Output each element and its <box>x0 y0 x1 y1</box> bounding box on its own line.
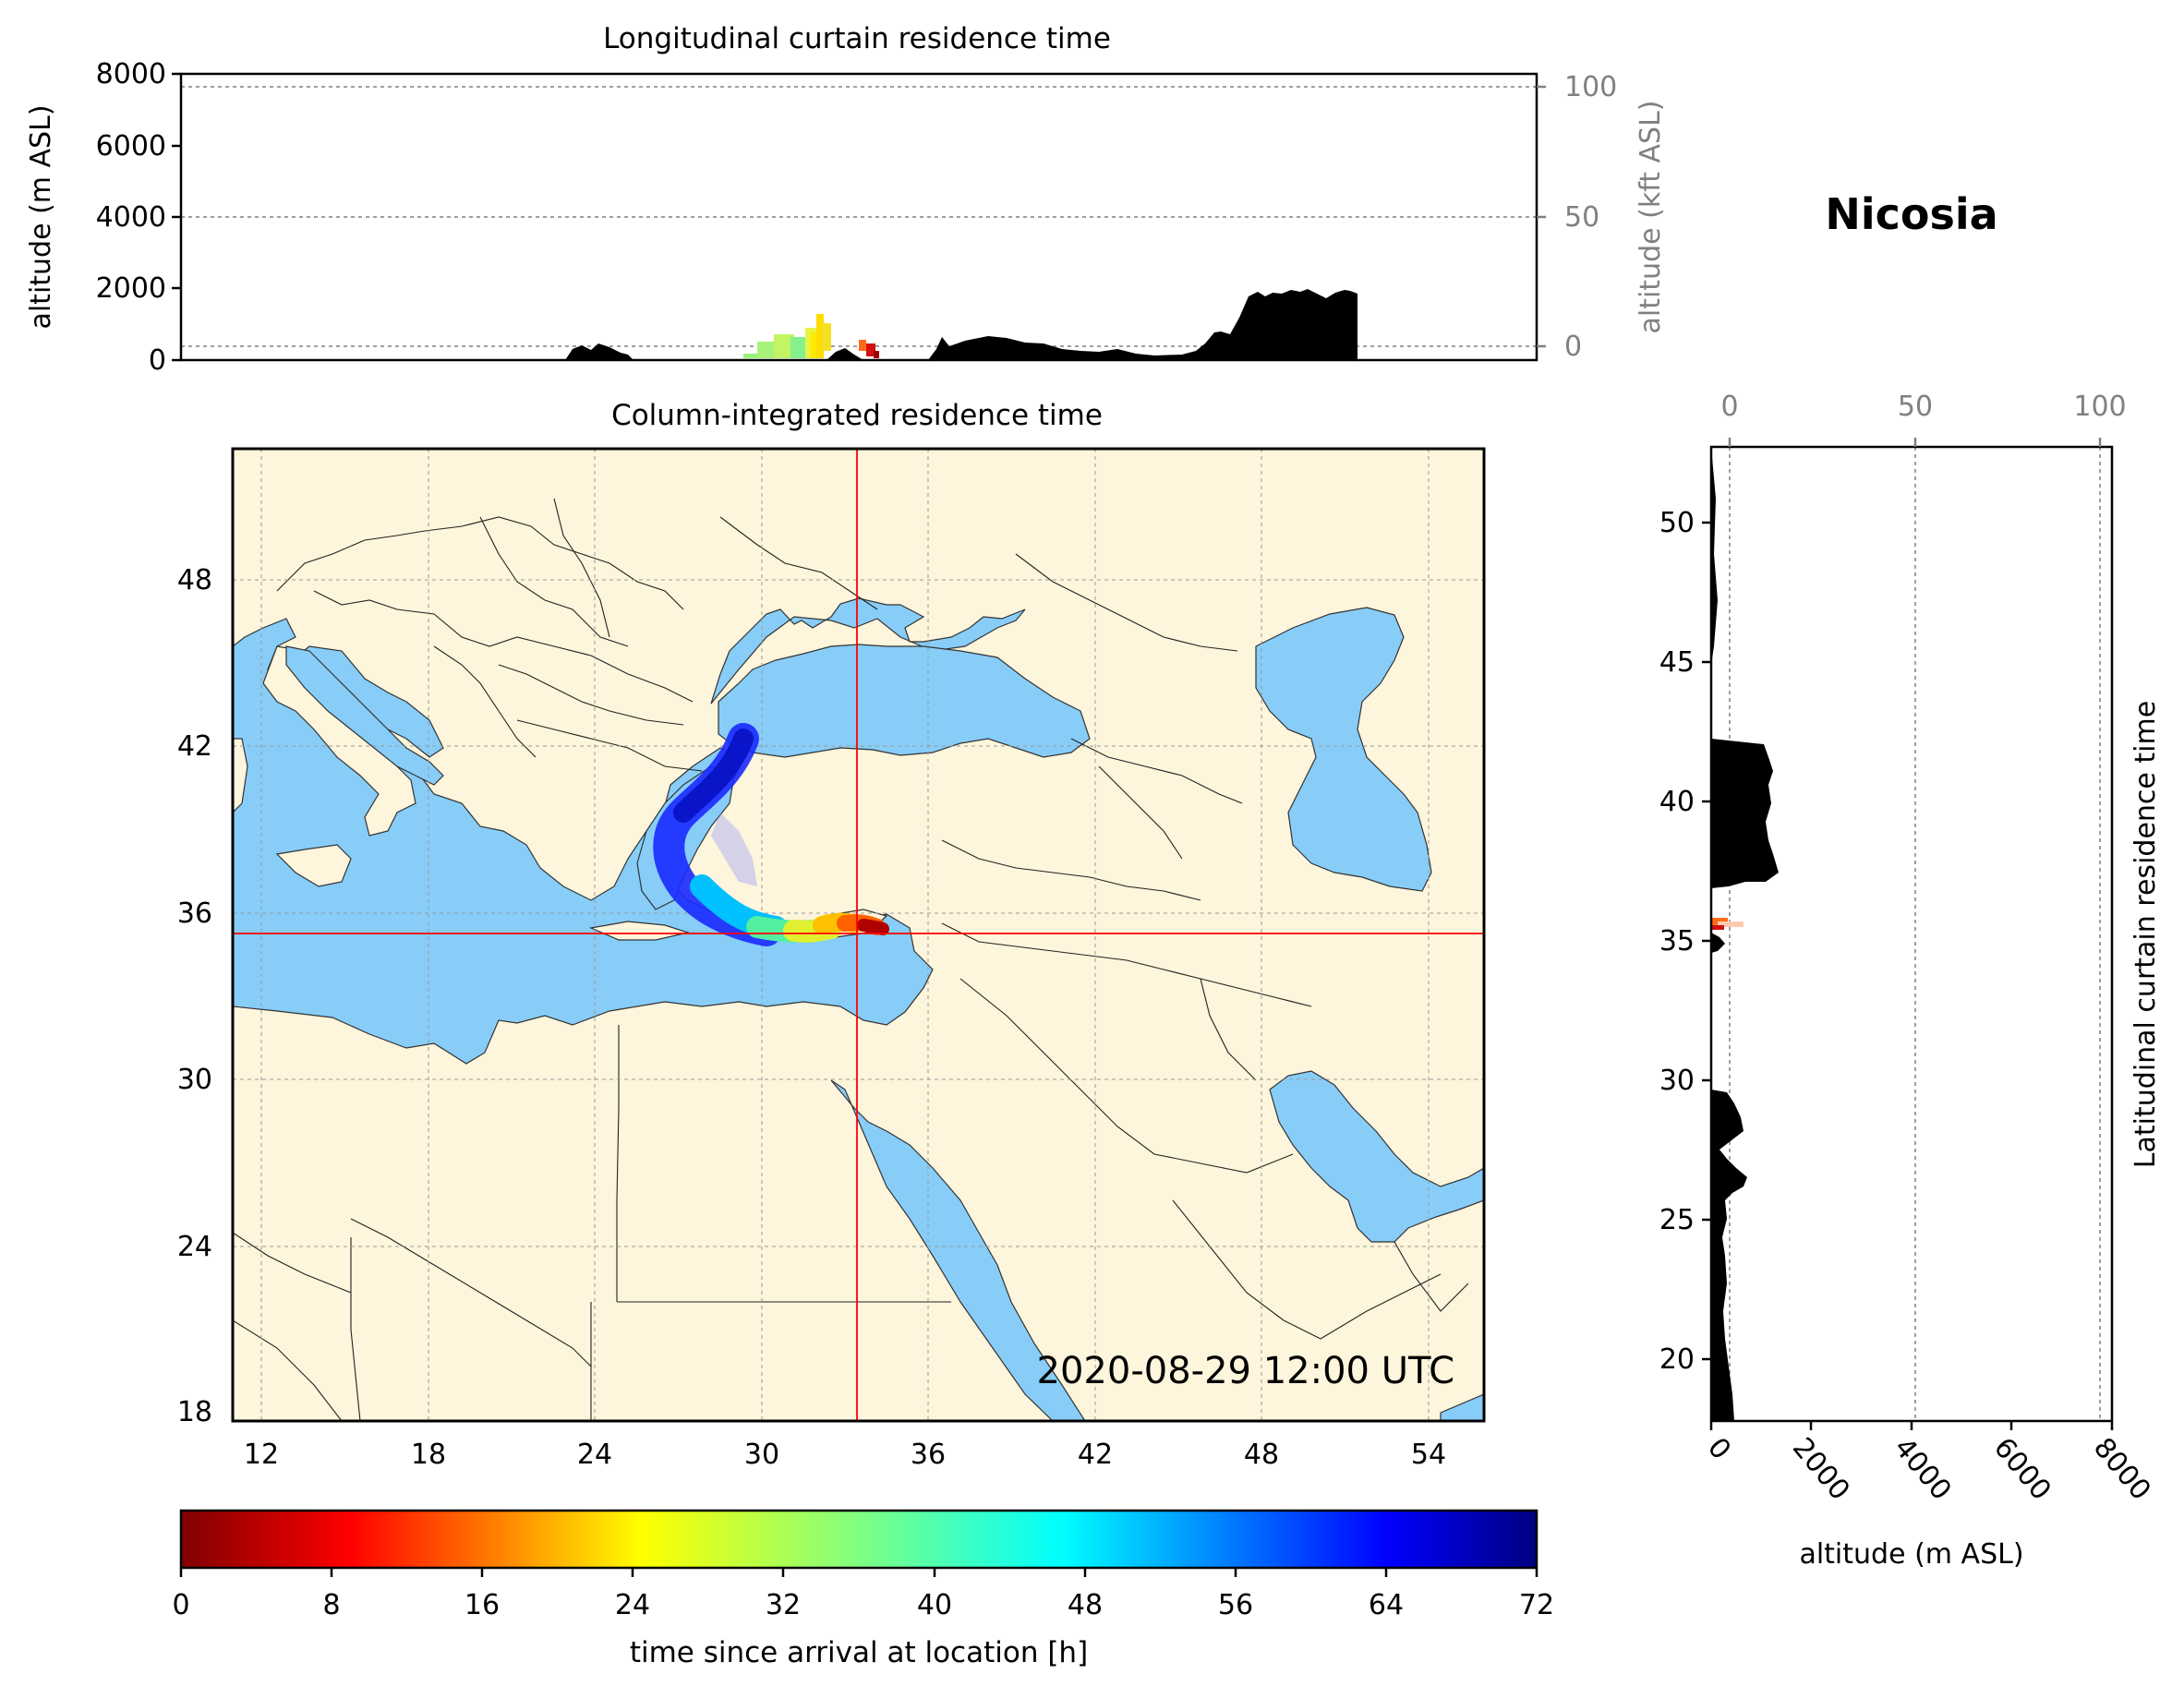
tick-label: 24 <box>577 1439 612 1471</box>
tick-label: 30 <box>1659 1065 1695 1097</box>
tick-label: 64 <box>1369 1589 1404 1621</box>
longitudinal-right-tick-labels: 0 50 100 <box>1564 71 1617 363</box>
black-sea-main <box>718 644 1091 758</box>
tick-label: 50 <box>1564 201 1599 234</box>
tick-label: 72 <box>1519 1589 1554 1621</box>
tick-label: 45 <box>1659 646 1695 679</box>
tick-label: 0 <box>172 1589 189 1621</box>
tick-label: 4000 <box>1888 1432 1958 1507</box>
country-borders <box>233 498 1469 1421</box>
map-area <box>233 449 1484 1421</box>
tick-label: 8000 <box>2087 1432 2157 1507</box>
persian-gulf <box>1269 1070 1484 1243</box>
tick-label: 32 <box>766 1589 801 1621</box>
tick-label: 36 <box>911 1439 946 1471</box>
longitudinal-residence <box>743 314 879 358</box>
red-sea <box>830 1079 1086 1421</box>
tick-label: 24 <box>177 1231 212 1263</box>
tick-label: 100 <box>1564 71 1617 103</box>
latitudinal-top-tick-labels: 0 50 100 <box>1720 391 2126 423</box>
tick-label: 100 <box>2073 391 2126 423</box>
tick-label: 42 <box>1078 1439 1113 1471</box>
black-sea <box>710 597 1026 704</box>
map-gridlines <box>233 449 1484 1421</box>
latitudinal-frame <box>1709 445 2114 1423</box>
latitudinal-xlabel: altitude (m ASL) <box>1799 1538 2023 1571</box>
tick-label: 8000 <box>96 58 166 90</box>
arabian-sea-edge <box>1440 1393 1484 1421</box>
tick-label: 30 <box>177 1064 212 1096</box>
tick-label: 24 <box>615 1589 650 1621</box>
tick-label: 42 <box>177 730 212 763</box>
tick-label: 50 <box>1898 391 1933 423</box>
tick-label: 0 <box>1701 1432 1737 1466</box>
trajectory-plume <box>653 723 889 946</box>
longitudinal-terrain <box>565 289 1357 360</box>
longitudinal-right-ticks <box>1537 85 1546 348</box>
longitudinal-left-tick-labels: 0 2000 4000 6000 8000 <box>96 58 166 377</box>
colorbar: 0 8 16 24 32 40 48 56 64 72 time since a… <box>172 1509 1554 1669</box>
map-y-tick-labels: 18 24 30 36 42 48 <box>177 564 212 1428</box>
tick-label: 6000 <box>96 130 166 163</box>
tick-label: 2000 <box>1786 1432 1856 1507</box>
tick-label: 6000 <box>1987 1432 2057 1507</box>
tick-label: 8 <box>322 1589 340 1621</box>
latitudinal-top-ticks <box>1728 438 2102 447</box>
longitudinal-title: Longitudinal curtain residence time <box>603 22 1111 55</box>
land-crete <box>588 921 691 941</box>
location-title: Nicosia <box>1825 189 1997 239</box>
latitudinal-bottom-tick-labels: 0 2000 4000 6000 8000 <box>1701 1432 2157 1507</box>
latitudinal-terrain <box>1711 447 1779 1421</box>
tick-label: 35 <box>1659 925 1695 957</box>
tick-label: 48 <box>177 564 212 596</box>
colorbar-ticks <box>179 1568 1538 1577</box>
tick-label: 0 <box>1720 391 1738 423</box>
longitudinal-panel: Longitudinal curtain residence time <box>25 22 1667 377</box>
latitudinal-ylabel: Latitudinal curtain residence time <box>2130 701 2162 1168</box>
location-crosshair <box>233 449 1484 1421</box>
latitudinal-bottom-ticks <box>1709 1421 2114 1430</box>
tick-label: 40 <box>917 1589 952 1621</box>
latitudinal-panel: 0 50 100 0 2000 4000 6000 8000 altitude … <box>1659 391 2162 1571</box>
tick-label: 0 <box>1564 331 1582 363</box>
colorbar-gradient <box>179 1509 1538 1570</box>
longitudinal-ylabel-left: altitude (m ASL) <box>25 104 57 329</box>
tick-label: 48 <box>1244 1439 1279 1471</box>
tick-label: 54 <box>1411 1439 1446 1471</box>
tick-label: 30 <box>744 1439 779 1471</box>
latitudinal-left-ticks <box>1702 521 1711 1361</box>
colorbar-label: time since arrival at location [h] <box>630 1636 1088 1669</box>
latitudinal-left-tick-labels: 20 25 30 35 40 45 50 <box>1659 507 1695 1376</box>
tick-label: 36 <box>177 897 212 930</box>
latitudinal-grid <box>1729 447 2101 1421</box>
land-sicily <box>275 844 352 887</box>
tick-label: 16 <box>465 1589 500 1621</box>
colorbar-tick-labels: 0 8 16 24 32 40 48 56 64 72 <box>172 1589 1554 1621</box>
map-frame <box>231 447 1486 1423</box>
longitudinal-left-ticks <box>172 72 181 362</box>
adriatic-sea <box>285 645 444 786</box>
map-title: Column-integrated residence time <box>611 399 1103 432</box>
tick-label: 12 <box>244 1439 279 1471</box>
map-timestamp: 2020-08-29 12:00 UTC <box>1037 1350 1454 1392</box>
tick-label: 48 <box>1068 1589 1103 1621</box>
tick-label: 18 <box>411 1439 446 1471</box>
longitudinal-ylabel-right: altitude (kft ASL) <box>1635 100 1667 333</box>
map-panel: Column-integrated residence time <box>177 399 1486 1471</box>
tick-label: 0 <box>149 344 166 377</box>
tick-label: 40 <box>1659 786 1695 818</box>
tick-label: 56 <box>1218 1589 1253 1621</box>
latitudinal-residence <box>1711 918 1744 930</box>
map-x-tick-labels: 12 18 24 30 36 42 48 54 <box>244 1439 1446 1471</box>
tick-label: 18 <box>177 1396 212 1428</box>
tick-label: 20 <box>1659 1343 1695 1376</box>
tick-label: 4000 <box>96 201 166 234</box>
tick-label: 25 <box>1659 1204 1695 1236</box>
tick-label: 50 <box>1659 507 1695 539</box>
land-sardinia <box>233 738 248 813</box>
tick-label: 2000 <box>96 272 166 305</box>
